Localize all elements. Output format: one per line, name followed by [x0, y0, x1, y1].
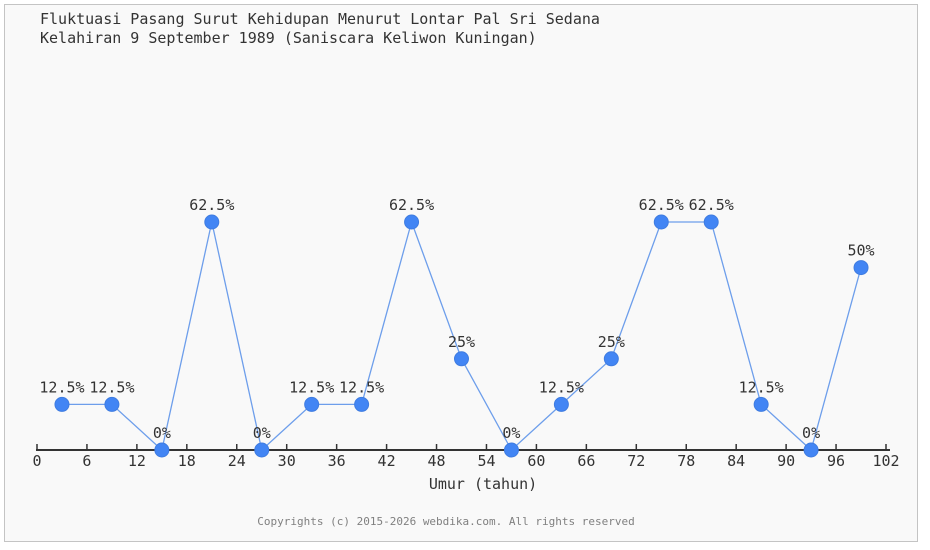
- x-axis-tick-label: 6: [82, 452, 91, 470]
- footer-credit: Copyrights (c) 2015-2026 webdika.com. Al…: [257, 515, 635, 528]
- data-point: [454, 351, 469, 367]
- data-point: [553, 396, 569, 412]
- data-point: [54, 396, 70, 412]
- data-point: [603, 351, 619, 367]
- data-point-label: 12.5%: [739, 378, 784, 396]
- data-point-label: 0%: [802, 424, 820, 442]
- data-point: [204, 214, 220, 230]
- chart-title-line2: Kelahiran 9 September 1989 (Saniscara Ke…: [40, 29, 537, 47]
- data-point: [404, 214, 420, 230]
- data-point-label: 0%: [153, 424, 171, 442]
- x-axis-tick-label: 60: [527, 452, 545, 470]
- x-axis-tick-label: 36: [328, 452, 346, 470]
- x-axis-tick-label: 90: [777, 452, 795, 470]
- x-axis-tick-label: 102: [872, 452, 899, 470]
- data-point: [354, 396, 370, 412]
- data-point-label: 50%: [847, 242, 874, 260]
- data-point-label: 12.5%: [539, 378, 584, 396]
- data-point-label: 0%: [253, 424, 271, 442]
- data-point-label: 62.5%: [189, 196, 234, 214]
- x-axis-tick-label: 30: [278, 452, 296, 470]
- data-point-label: 12.5%: [339, 378, 384, 396]
- x-axis-title: Umur (tahun): [428, 475, 538, 493]
- x-axis-tick-label: 66: [577, 452, 595, 470]
- x-axis-tick-label: 24: [228, 452, 246, 470]
- data-point-label: 12.5%: [39, 378, 84, 396]
- data-point: [304, 396, 320, 412]
- data-point: [703, 214, 719, 230]
- data-point: [753, 396, 769, 412]
- x-axis-tick-label: 18: [178, 452, 196, 470]
- data-point: [503, 442, 519, 458]
- data-point-label: 62.5%: [389, 196, 434, 214]
- data-point-label: 0%: [502, 424, 520, 442]
- x-axis-tick-label: 78: [677, 452, 695, 470]
- data-point: [803, 442, 819, 458]
- x-axis-tick-label: 0: [32, 452, 41, 470]
- data-point-label: 62.5%: [639, 196, 684, 214]
- data-point-label: 62.5%: [689, 196, 734, 214]
- x-axis-tick-label: 42: [378, 452, 396, 470]
- data-point-label: 12.5%: [289, 378, 334, 396]
- x-axis-tick-label: 72: [627, 452, 645, 470]
- data-point-label: 12.5%: [89, 378, 134, 396]
- x-axis-tick-label: 96: [827, 452, 845, 470]
- data-point-label: 25%: [598, 333, 625, 351]
- x-axis-tick-label: 84: [727, 452, 745, 470]
- chart-title: Fluktuasi Pasang Surut Kehidupan Menurut…: [40, 10, 600, 48]
- data-point: [653, 214, 669, 230]
- x-axis-tick-label: 12: [128, 452, 146, 470]
- data-point: [853, 260, 869, 276]
- chart-title-line1: Fluktuasi Pasang Surut Kehidupan Menurut…: [40, 10, 600, 28]
- x-axis-tick-label: 54: [477, 452, 495, 470]
- data-point: [154, 442, 170, 458]
- x-axis-tick-label: 48: [427, 452, 445, 470]
- data-point: [104, 396, 120, 412]
- data-point-label: 25%: [448, 333, 475, 351]
- data-point: [254, 442, 270, 458]
